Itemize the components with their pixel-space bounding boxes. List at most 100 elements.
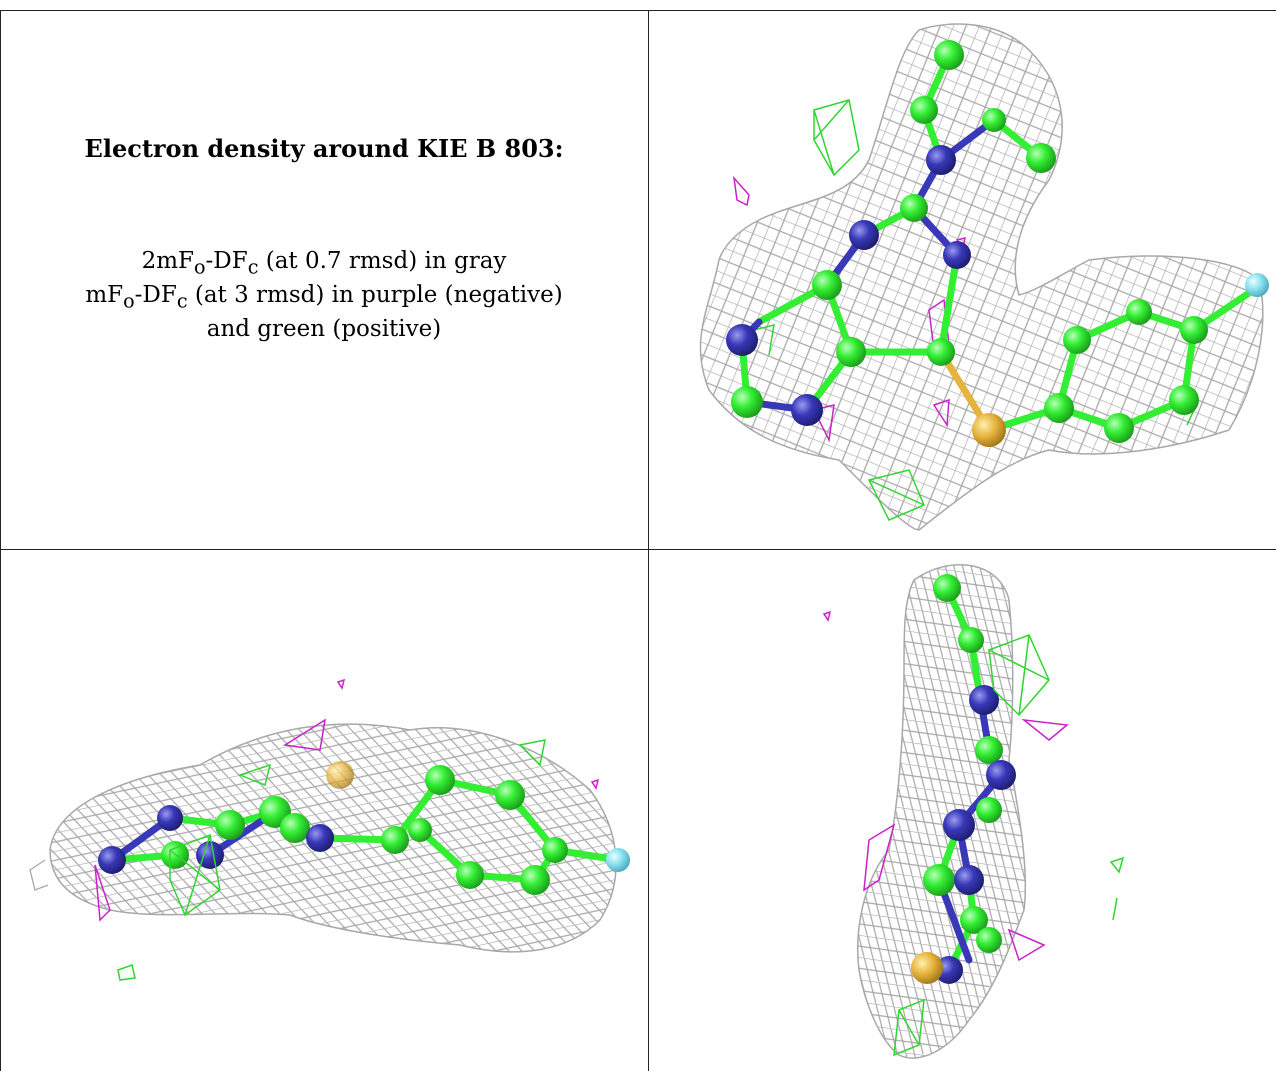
atom-carbon [960,906,988,934]
negative-density-blob [1007,928,1046,962]
table-left-border [0,10,1,1071]
legend-line-fofc: mFo-DFc (at 3 rmsd) in purple (negative) [0,282,648,313]
legend-line-2fofc: 2mFo-DFc (at 0.7 rmsd) in gray [0,248,648,279]
edge-vertical-svg [822,563,1125,1059]
negative-density-blob [863,823,896,892]
atom-nitrogen [791,394,823,426]
atom-carbon [1169,385,1199,415]
atom-carbon [408,818,432,842]
negative-density-blob [812,404,835,443]
map2-sub-c: c [176,289,188,313]
positive-density-blob [117,964,136,981]
atom-carbon [1044,393,1074,423]
mesh-fragment [29,859,49,891]
atom-nitrogen [943,241,971,269]
map1-name: 2mF [141,248,194,274]
negative-density-blob [336,678,346,690]
table-top-border [0,10,1276,11]
atom-carbon [425,765,455,795]
map2-rest: (at 3 rmsd) in purple (negative) [187,282,563,308]
positive-density-blob [893,998,925,1057]
negative-density-blobs [94,678,600,922]
edge-horizontal-svg [29,678,630,981]
atom-carbon [927,338,955,366]
atom-carbon [456,861,484,889]
atom-nitrogen [986,760,1016,790]
map1-rest: (at 0.7 rmsd) in gray [258,248,507,274]
atom-carbon [381,826,409,854]
atom-carbon [812,270,842,300]
atom-nitrogen [157,805,183,831]
density-view-edge-horizontal [0,550,648,1071]
bond [937,251,961,356]
positive-density-blob [867,469,925,521]
legend-box: Electron density around KIE B 803: 2mFo-… [0,10,648,549]
table-middle-border [0,549,1276,550]
atom-carbon [1104,413,1134,443]
atom-carbon [923,864,955,896]
atom-carbon [1026,143,1056,173]
negative-density-blobs [822,610,1069,962]
atom-nitrogen [849,220,879,250]
atom-carbon [280,813,310,843]
density-view-edge-vertical [649,550,1276,1071]
map1-sub-c: c [247,255,259,279]
atom-carbon [982,108,1006,132]
atom-carbon [934,40,964,70]
legend-title: Electron density around KIE B 803: [84,134,564,163]
atom-nitrogen [969,685,999,715]
map2-name: mF [85,282,124,308]
atom-fluorine [606,848,630,872]
atom-nitrogen [926,145,956,175]
negative-density-blob [732,175,750,207]
atom-carbon [731,386,763,418]
atom-carbon [495,780,525,810]
atom-nitrogen [943,809,975,841]
atom-nitrogen [306,824,334,852]
atom-carbon [958,627,984,653]
map2-sub-o: o [123,289,135,313]
positive-density-blobs [753,99,1196,521]
negative-density-blob [94,864,111,922]
atom-carbon [520,865,550,895]
legend-cell: Electron density around KIE B 803: 2mFo-… [0,10,648,549]
atoms [98,761,630,895]
atom-fluorine [1245,273,1269,297]
map1-dash: -DF [205,248,248,274]
atom-sulfur [911,952,943,984]
atom-carbon [161,841,189,869]
negative-density-blob [822,610,832,622]
positive-density-blob [1109,856,1125,874]
negative-density-blob [282,718,327,751]
map1-sub-o: o [193,255,206,279]
atom-nitrogen [726,324,758,356]
atom-carbon [836,337,866,367]
density-view-face-on [649,10,1276,549]
negative-density-blob [1021,718,1069,741]
negative-density-blob [932,398,950,428]
positive-density-blob [1112,897,1118,921]
positive-density-blob [169,833,221,917]
atoms [726,40,1269,447]
atom-carbon [215,810,245,840]
atom-carbon [910,96,938,124]
positive-density-blobs [117,739,546,981]
negative-density-blob [590,778,600,790]
atom-nitrogen [98,846,126,874]
atom-carbon [1063,326,1091,354]
positive-density-blob [518,739,546,767]
atoms [911,574,1016,984]
positive-density-blob [237,763,272,787]
face-on-svg [699,23,1269,531]
table-center-divider [648,10,649,1071]
atom-carbon [933,574,961,602]
atom-nitrogen [196,841,224,869]
positive-density-blob [813,99,860,177]
atom-carbon [976,927,1002,953]
atom-sulfur [326,761,354,789]
positive-density-blob [753,323,775,356]
atom-carbon [975,736,1003,764]
atom-carbon [1180,316,1208,344]
mesh-2fofc [699,23,1264,531]
